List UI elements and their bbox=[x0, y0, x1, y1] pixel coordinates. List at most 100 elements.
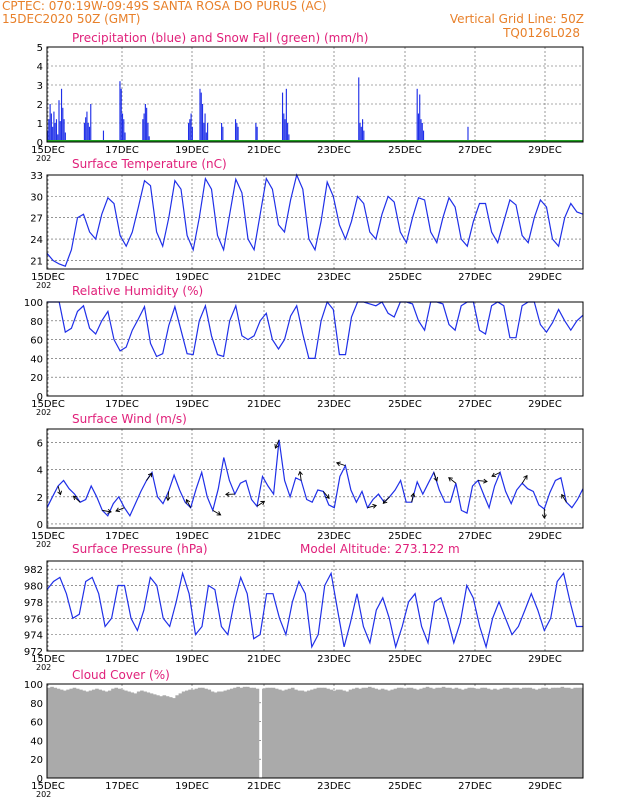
wind-series-line bbox=[46, 439, 584, 518]
cloud-bar bbox=[220, 691, 224, 778]
cloud-bar bbox=[136, 691, 141, 778]
wind-xtick-label: 21DEC bbox=[247, 531, 281, 542]
precip-bar bbox=[417, 113, 420, 142]
cloud-bar bbox=[377, 689, 382, 778]
cloud-bar bbox=[518, 688, 523, 778]
cloud-bar bbox=[461, 689, 465, 778]
precip-bar bbox=[287, 123, 289, 142]
precip-bar bbox=[64, 132, 66, 142]
precip-bar bbox=[221, 123, 223, 142]
cloud-bar bbox=[323, 687, 327, 778]
temp-xtick-label: 15DEC bbox=[31, 272, 65, 283]
precip-bar bbox=[361, 119, 364, 142]
cloud-bar bbox=[107, 690, 112, 778]
cloud-bar bbox=[425, 686, 430, 778]
cloud-bar bbox=[464, 688, 468, 778]
wind-arrow-head bbox=[115, 507, 121, 513]
cloud-bar bbox=[229, 688, 234, 778]
cloud-bar bbox=[367, 686, 372, 778]
cloud-bar bbox=[168, 697, 173, 778]
precip-xtick-label: 23DEC bbox=[317, 145, 351, 156]
precip-ytick-label: 0 bbox=[37, 138, 43, 149]
cloud-bar bbox=[422, 687, 427, 778]
precip-bar bbox=[62, 107, 64, 142]
cloud-ytick-label: 80 bbox=[30, 699, 43, 710]
precip-bar bbox=[234, 119, 237, 142]
cloud-xtick-label: 29DEC bbox=[528, 781, 562, 792]
cloud-bar bbox=[566, 687, 571, 778]
cloud-bar bbox=[114, 687, 119, 778]
rh-ytick-label: 80 bbox=[30, 317, 43, 328]
temp-xtick-label: 25DEC bbox=[388, 272, 422, 283]
precip-bar bbox=[58, 100, 60, 142]
cloud-xtick-label: 17DEC bbox=[105, 781, 139, 792]
pressure-ytick-label: 976 bbox=[24, 614, 43, 625]
wind-arrow-head bbox=[372, 503, 378, 509]
pressure-xtick-label: 21DEC bbox=[247, 654, 281, 665]
cloud-bar bbox=[117, 688, 122, 778]
cloud-bar bbox=[454, 687, 459, 778]
cloud-bar bbox=[194, 688, 199, 778]
wind-arrow bbox=[367, 505, 377, 509]
cloud-bar bbox=[56, 688, 61, 778]
cloud-bar bbox=[509, 688, 513, 778]
wind-arrow bbox=[561, 494, 567, 503]
temp-xtick-label: 17DEC bbox=[105, 272, 139, 283]
wind-arrow bbox=[491, 471, 501, 477]
cloud-bar bbox=[294, 689, 298, 778]
wind-arrow bbox=[336, 462, 346, 467]
precip-bar bbox=[420, 119, 422, 142]
cloud-ytick-label: 20 bbox=[30, 755, 43, 766]
precip-xtick-label: 27DEC bbox=[458, 145, 492, 156]
precip-ytick-label: 4 bbox=[37, 62, 43, 73]
precip-bar bbox=[205, 132, 207, 142]
cloud-bar bbox=[358, 688, 362, 778]
cloud-bar bbox=[79, 689, 83, 778]
cloud-bar bbox=[428, 687, 433, 778]
cloud-bar bbox=[242, 686, 247, 778]
precip-bar bbox=[88, 126, 91, 142]
cloud-bar bbox=[165, 696, 170, 778]
cloud-bar bbox=[493, 688, 497, 778]
precip-bar bbox=[63, 119, 65, 142]
precip-bar bbox=[47, 130, 49, 142]
temp-xtick-label: 19DEC bbox=[175, 272, 209, 283]
cloud-bar bbox=[416, 689, 420, 778]
header-location: CPTEC: 070:19W-09:49S SANTA ROSA DO PURU… bbox=[2, 0, 327, 13]
wind-arrow bbox=[383, 496, 390, 504]
rh-ytick-label: 100 bbox=[24, 298, 43, 309]
precip-bar bbox=[120, 88, 122, 142]
cloud-bar bbox=[390, 689, 395, 778]
cloud-bar bbox=[329, 689, 334, 778]
cloud-bar bbox=[396, 687, 401, 778]
cloud-bar bbox=[342, 690, 346, 778]
precip-ytick-label: 1 bbox=[37, 119, 43, 130]
rh-xtick-label: 19DEC bbox=[175, 399, 209, 410]
temp-xtick-label: 29DEC bbox=[528, 272, 562, 283]
cloud-xtick-label: 19DEC bbox=[175, 781, 209, 792]
precip-bar bbox=[102, 130, 105, 142]
cloud-bar bbox=[499, 688, 504, 778]
precip-bar bbox=[419, 94, 421, 142]
cloud-bar bbox=[435, 687, 439, 778]
cloud-bar bbox=[528, 687, 533, 778]
wind-ytick-label: 6 bbox=[37, 439, 43, 450]
pressure-ytick-label: 980 bbox=[24, 582, 43, 593]
precip-bar bbox=[49, 104, 51, 142]
precip-bar bbox=[281, 92, 284, 142]
cloud-bar bbox=[467, 687, 472, 778]
cloud-bar bbox=[274, 688, 279, 778]
wind-arrow-head bbox=[382, 499, 388, 504]
pressure-xtick-label: 23DEC bbox=[317, 654, 351, 665]
precip-bar bbox=[83, 123, 85, 142]
precip-bar bbox=[121, 113, 124, 142]
precip-bar bbox=[86, 111, 88, 142]
precip-bar bbox=[200, 92, 202, 142]
cloud-bar bbox=[483, 687, 488, 778]
precip-bar bbox=[237, 126, 239, 142]
rh-ytick-label: 60 bbox=[30, 336, 43, 347]
precip-bar bbox=[283, 113, 285, 142]
cloud-xtick-label: 23DEC bbox=[317, 781, 351, 792]
pressure-xtick-label: 19DEC bbox=[175, 654, 209, 665]
cloud-bar bbox=[75, 688, 80, 778]
